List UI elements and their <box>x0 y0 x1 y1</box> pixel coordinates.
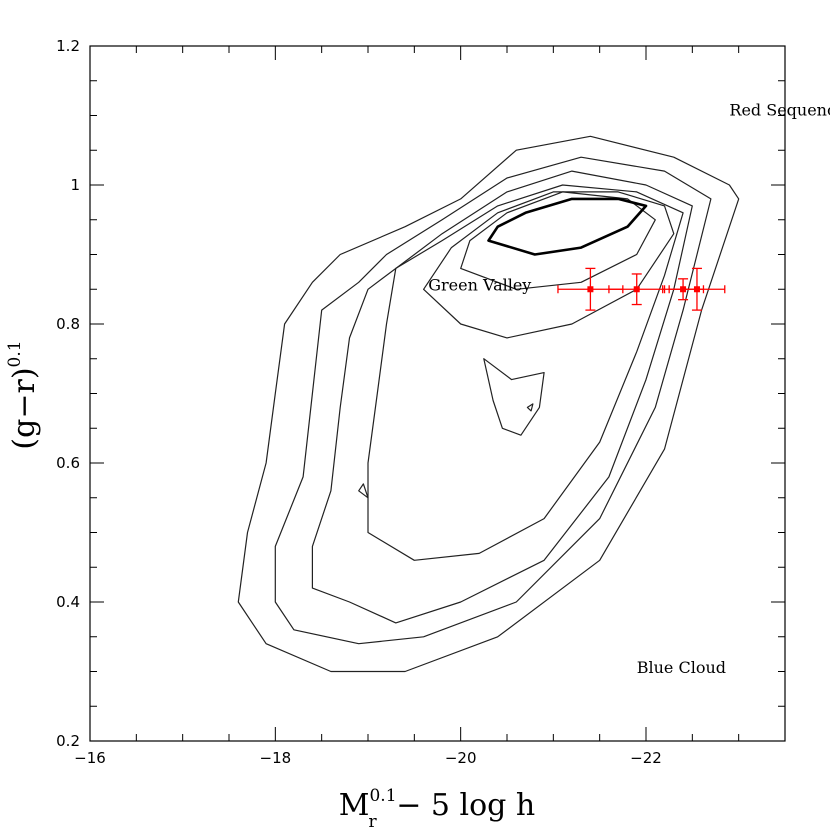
x-tick-labels: −16 −18 −20 −22 <box>74 749 662 767</box>
contour-line-4 <box>367 184 684 561</box>
data-point-marker <box>633 286 640 293</box>
y-tick-labels: 0.2 0.4 0.6 0.8 1 1.2 <box>56 37 80 750</box>
y-tick-label: 0.6 <box>56 454 80 472</box>
contour-line-7 <box>487 197 648 256</box>
contour-line-8 <box>483 358 545 436</box>
plot-area-frame <box>89 45 786 742</box>
x-tick-label: −22 <box>630 749 662 767</box>
error-bars <box>557 267 726 311</box>
annotation-blue-cloud: Blue Cloud <box>637 658 726 677</box>
y-axis-title: (g−r)0.1 <box>5 340 42 449</box>
contour-line-5 <box>423 191 675 339</box>
contour-line-3 <box>311 170 693 624</box>
data-point-marker <box>693 286 700 293</box>
x-axis-title-rest: − 5 log h <box>387 788 536 823</box>
axis-ticks <box>89 45 786 742</box>
data-point-marker <box>587 286 594 293</box>
annotations: Red Sequence Green Valley Blue Cloud <box>428 101 830 677</box>
annotation-red-sequence: Red Sequence <box>729 101 830 120</box>
x-tick-label: −18 <box>260 749 292 767</box>
x-axis-title-sub: r <box>369 812 378 830</box>
x-axis-title: M0.1 r − 5 log h <box>339 786 535 830</box>
contour-line-2 <box>274 156 712 645</box>
x-tick-label: −16 <box>74 749 106 767</box>
x-axis-title-sup: 0.1 <box>369 786 396 806</box>
y-tick-label: 0.2 <box>56 732 80 750</box>
contour-line-9 <box>358 483 369 499</box>
y-axis-title-sup: 0.1 <box>5 340 25 367</box>
contour-line-1 <box>237 135 740 673</box>
y-tick-label: 0.8 <box>56 315 80 333</box>
x-tick-label: −20 <box>445 749 477 767</box>
y-axis-title-main: (g−r) <box>7 367 42 449</box>
contours <box>237 135 740 673</box>
annotation-green-valley: Green Valley <box>428 276 531 295</box>
error-point-4 <box>668 267 726 311</box>
y-tick-label: 1 <box>70 176 80 194</box>
x-axis-title-main: M <box>339 788 370 823</box>
y-tick-label: 0.4 <box>56 593 80 611</box>
y-tick-label: 1.2 <box>56 37 80 55</box>
contour-line-10 <box>526 403 534 412</box>
